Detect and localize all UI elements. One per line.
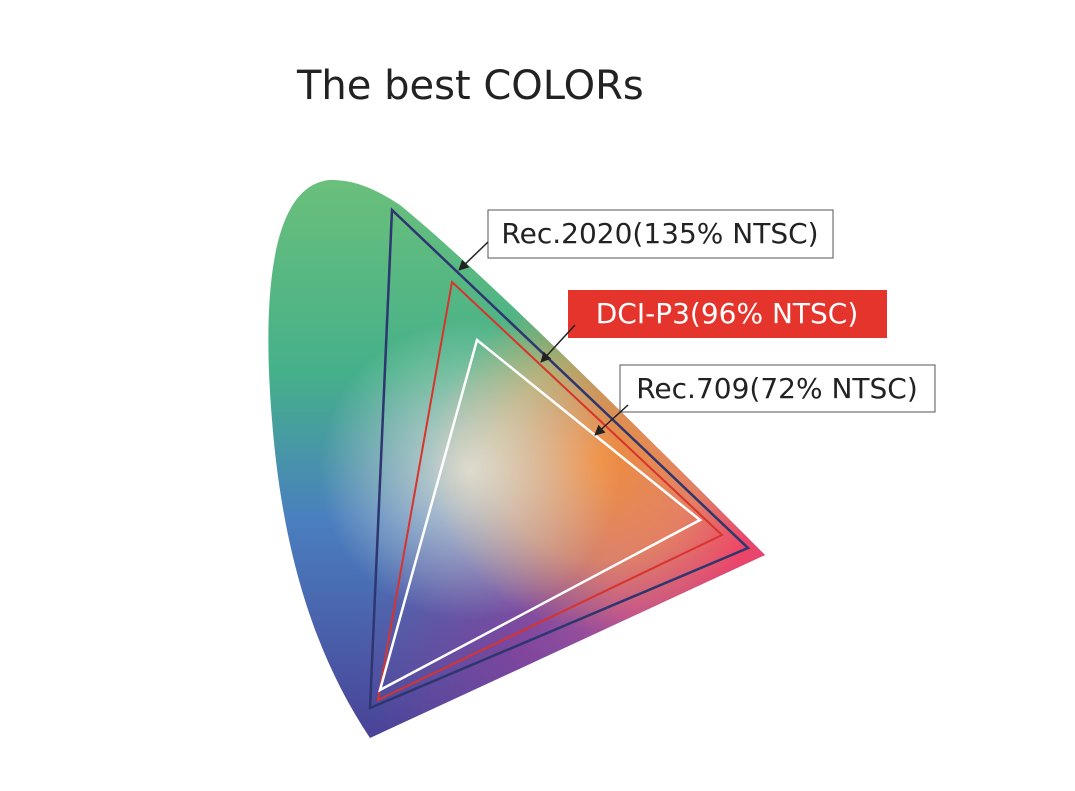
label-box	[568, 290, 887, 338]
label: DCI-P3(96% NTSC)	[596, 297, 859, 330]
dcip3-triangle	[376, 280, 724, 702]
label-box	[619, 364, 936, 413]
label: Rec.2020(135% NTSC)	[501, 217, 818, 250]
rec2020-triangle	[368, 207, 751, 710]
title: The best COLORs	[296, 63, 644, 109]
arrow	[594, 404, 629, 436]
label-box	[487, 209, 834, 259]
rec709-triangle	[378, 337, 703, 693]
label: Rec.709(72% NTSC)	[636, 372, 918, 405]
arrow	[540, 324, 576, 363]
arrow	[458, 241, 489, 271]
